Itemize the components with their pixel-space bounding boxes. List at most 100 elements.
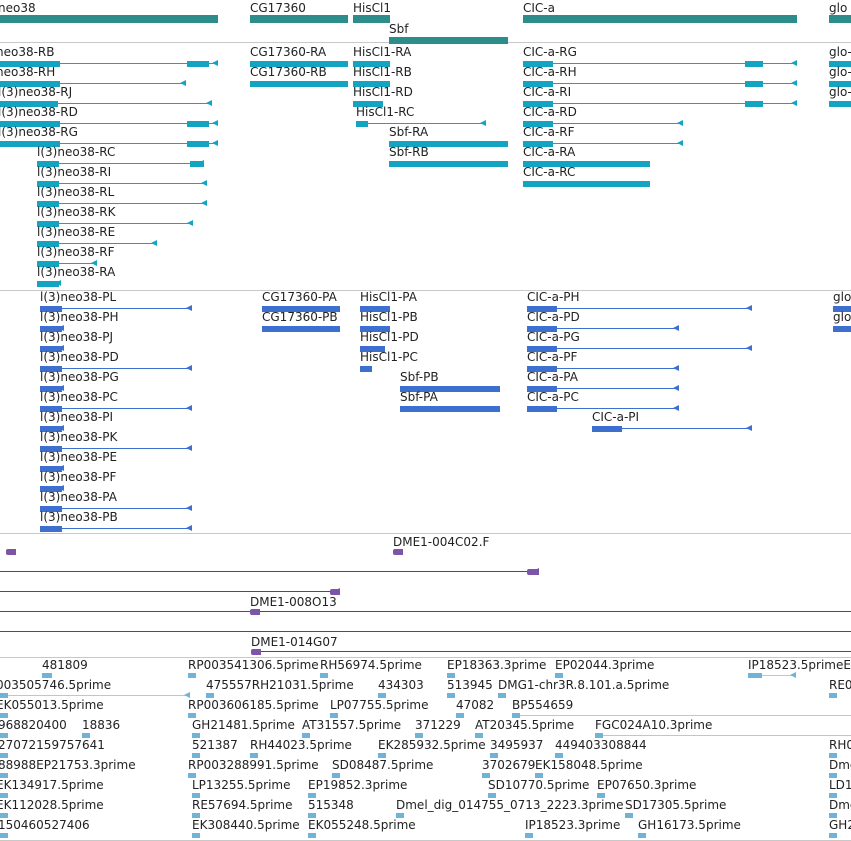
cdna-label: SD10770.5prime xyxy=(488,778,590,792)
cdna-exon-block xyxy=(192,753,200,758)
mrna-label: Sbf-RA xyxy=(389,125,429,139)
strand-arrow-icon xyxy=(677,120,683,126)
cdna-label: 18836 xyxy=(82,718,121,732)
cdna-exon-block xyxy=(829,813,837,818)
transcript-exon-block xyxy=(360,366,372,372)
transcript-label: l(3)neo38-PA xyxy=(40,490,117,504)
mrna-exon-block xyxy=(829,61,851,67)
strand-arrow-icon xyxy=(201,200,207,206)
mrna-label: HisCl1-RA xyxy=(353,45,412,59)
est-label: DME1-014G07 xyxy=(251,635,338,649)
mrna-intron-line xyxy=(523,63,797,64)
cdna-exon-block xyxy=(188,713,196,718)
cdna-label: RP003606185.5prime xyxy=(188,698,319,712)
cdna-intron-line xyxy=(0,695,190,696)
mrna-intron-line xyxy=(37,243,157,244)
cdna-label: EK158048.5prime xyxy=(535,758,643,772)
transcript-exon-block xyxy=(527,346,557,352)
transcript-exon-block xyxy=(592,426,622,432)
cdna-exon-block xyxy=(332,773,340,778)
cdna-exon-block xyxy=(396,813,404,818)
mrna-label: CIC-a-RF xyxy=(523,125,575,139)
transcript-label: glo-PB xyxy=(833,310,851,324)
gene-label: CG17360 xyxy=(250,1,306,15)
mrna-intron-line xyxy=(0,83,186,84)
mrna-intron-line xyxy=(0,143,218,144)
transcript-intron-line xyxy=(527,348,752,349)
cdna-exon-block xyxy=(378,753,386,758)
mrna-label: l(3)neo38-RG xyxy=(0,125,78,139)
mrna-exon-block xyxy=(353,101,383,107)
strand-arrow-icon xyxy=(673,365,679,371)
mrna-exon-block xyxy=(187,141,209,147)
transcript-label: l(3)neo38-PE xyxy=(40,450,118,464)
cdna-label: 3495937 xyxy=(490,738,544,752)
strand-arrow-icon xyxy=(186,405,192,411)
transcript-label: CIC-a-PC xyxy=(527,390,579,404)
transcript-exon-block xyxy=(40,526,62,532)
cdna-label: EK112028.5prime xyxy=(0,798,104,812)
cdna-label: LP13255.5prime xyxy=(192,778,291,792)
strand-arrow-icon xyxy=(91,260,97,266)
cdna-exon-block xyxy=(0,773,8,778)
transcript-label: l(3)neo38-PI xyxy=(40,410,114,424)
est-label: DME1-004C02.F xyxy=(393,535,490,549)
transcript-intron-line xyxy=(527,308,752,309)
strand-arrow-icon xyxy=(480,120,486,126)
strand-arrow-icon xyxy=(186,305,192,311)
gene-exon-block xyxy=(523,15,797,23)
mrna-label: l(3)neo38-RA xyxy=(37,265,116,279)
mrna-label: l(3)neo38-RD xyxy=(0,105,78,119)
mrna-intron-line xyxy=(37,223,193,224)
strand-arrow-icon xyxy=(791,60,797,66)
mrna-intron-line xyxy=(37,163,204,164)
cdna-label: AT20345.5prime xyxy=(475,718,575,732)
transcript-exon-block xyxy=(360,346,385,352)
strand-arrow-icon xyxy=(791,100,797,106)
mrna-intron-line xyxy=(356,123,486,124)
cdna-exon-block xyxy=(535,773,543,778)
cdna-label: EK055013.5prime xyxy=(0,698,104,712)
strand-arrow-icon xyxy=(791,80,797,86)
cdna-exon-block xyxy=(330,713,338,718)
mrna-exon-block xyxy=(0,141,60,147)
cdna-label: AT31557.5prime xyxy=(302,718,402,732)
transcript-intron-line xyxy=(527,368,679,369)
transcript-exon-block xyxy=(40,386,62,392)
mrna-label: HisCl1-RB xyxy=(353,65,412,79)
cdna-exon-block xyxy=(82,733,90,738)
transcript-exon-block xyxy=(527,326,557,332)
gene-exon-block xyxy=(250,15,348,23)
gene-exon-block xyxy=(0,15,218,23)
cdna-label: 150460527406 xyxy=(0,818,90,832)
transcript-intron-line xyxy=(40,528,192,529)
transcript-label: HisCl1-PB xyxy=(360,310,418,324)
transcript-intron-line xyxy=(40,308,192,309)
mrna-exon-block xyxy=(0,121,60,127)
est-intron-line xyxy=(251,651,851,652)
mrna-exon-block xyxy=(523,161,650,167)
mrna-label: CIC-a-RD xyxy=(523,105,577,119)
cdna-label: RP003541306.5prime xyxy=(188,658,319,672)
strand-arrow-icon xyxy=(212,140,218,146)
cdna-label: RP003288991.5prime xyxy=(188,758,319,772)
transcript-exon-block xyxy=(40,406,62,412)
transcript-label: CIC-a-PH xyxy=(527,290,580,304)
mrna-label: CIC-a-RC xyxy=(523,165,576,179)
transcript-exon-block xyxy=(40,446,62,452)
transcript-label: CG17360-PB xyxy=(262,310,338,324)
mrna-exon-block xyxy=(389,161,508,167)
strand-arrow-icon xyxy=(186,505,192,511)
cdna-exon-block xyxy=(0,733,8,738)
strand-arrow-icon xyxy=(187,220,193,226)
strand-arrow-icon xyxy=(677,140,683,146)
mrna-exon-block xyxy=(523,61,553,67)
mrna-label: neo38-RB xyxy=(0,45,55,59)
cdna-label: GH2 xyxy=(829,818,851,832)
est-label: DME1-008O13 xyxy=(250,595,337,609)
mrna-exon-block xyxy=(745,81,763,87)
transcript-intron-line xyxy=(527,388,679,389)
mrna-label: CG17360-RB xyxy=(250,65,327,79)
cdna-exon-block xyxy=(638,833,646,838)
cdna-exon-block xyxy=(308,833,316,838)
